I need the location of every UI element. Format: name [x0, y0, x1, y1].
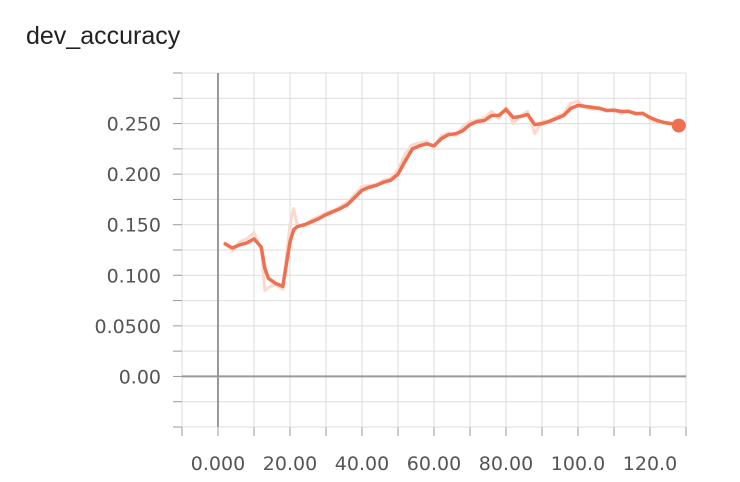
series-line-raw	[223, 99, 681, 292]
last-point-marker	[671, 118, 686, 133]
series-group	[223, 99, 686, 292]
y-tick-label: 0.0500	[95, 316, 161, 338]
x-tick-label: 120.0	[623, 453, 677, 475]
series-line-smoothed	[223, 103, 681, 289]
y-tick-label: 0.150	[107, 215, 161, 237]
grid-lines	[173, 72, 687, 436]
x-tick-label: 60.00	[407, 453, 461, 475]
x-tick-label: 80.00	[479, 453, 533, 475]
y-tick-label: 0.250	[107, 114, 161, 136]
y-tick-label: 0.100	[107, 265, 161, 287]
chart-title: dev_accuracy	[26, 22, 181, 50]
axes	[182, 73, 686, 427]
x-tick-label: 40.00	[335, 453, 389, 475]
y-tick-label: 0.00	[119, 366, 161, 388]
tick-labels: 0.000 20.00 40.00 60.00 80.00 100.0 120.0 0.00 0…	[95, 114, 678, 475]
x-tick-label: 100.0	[551, 453, 605, 475]
x-tick-label: 0.000	[191, 453, 245, 475]
y-tick-label: 0.200	[107, 164, 161, 186]
x-tick-label: 20.00	[263, 453, 317, 475]
